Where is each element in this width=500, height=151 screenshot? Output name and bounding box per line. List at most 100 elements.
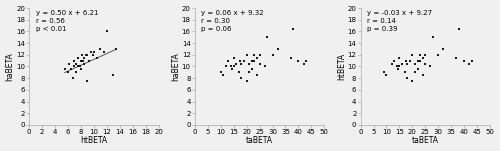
Point: [286, 56, 294, 59]
Point: [96, 48, 104, 50]
Y-axis label: haBETA: haBETA: [6, 52, 15, 81]
Point: [235, 71, 243, 74]
Point: [232, 62, 240, 65]
Point: [65, 62, 73, 65]
Point: [256, 62, 264, 65]
Point: [238, 77, 246, 79]
Point: [77, 59, 85, 62]
Point: [60, 68, 68, 71]
Text: y = 0.06 x + 9.32
r = 0.30
p = 0.06: y = 0.06 x + 9.32 r = 0.30 p = 0.06: [202, 10, 264, 32]
Point: [390, 59, 398, 62]
Point: [388, 62, 396, 65]
Point: [230, 56, 237, 59]
Point: [289, 27, 297, 30]
Point: [294, 59, 302, 62]
Point: [86, 51, 94, 53]
Text: y = -0.03 x + 9.27
r = 0.14
p = 0.39: y = -0.03 x + 9.27 r = 0.14 p = 0.39: [367, 10, 432, 32]
Point: [245, 71, 253, 74]
Point: [411, 62, 419, 65]
Point: [84, 54, 92, 56]
Point: [403, 62, 411, 65]
Point: [67, 68, 75, 71]
Point: [440, 48, 448, 50]
Point: [72, 71, 80, 74]
Point: [460, 59, 468, 62]
Point: [253, 74, 261, 76]
Point: [242, 80, 250, 82]
Point: [403, 77, 411, 79]
Point: [69, 77, 77, 79]
Point: [416, 54, 424, 56]
Point: [100, 51, 108, 53]
Point: [452, 56, 460, 59]
Point: [422, 62, 430, 65]
Point: [240, 59, 248, 62]
Point: [90, 51, 98, 53]
Point: [88, 54, 96, 56]
Point: [408, 80, 416, 82]
Point: [422, 54, 430, 56]
Y-axis label: htBETA: htBETA: [337, 53, 346, 80]
Point: [84, 80, 92, 82]
Point: [250, 54, 258, 56]
Point: [112, 48, 120, 50]
Point: [248, 68, 256, 71]
Point: [382, 74, 390, 76]
Point: [80, 56, 88, 59]
Point: [236, 59, 244, 62]
Point: [224, 59, 232, 62]
Point: [264, 36, 272, 39]
X-axis label: taBETA: taBETA: [412, 137, 439, 145]
Point: [78, 54, 86, 56]
Point: [414, 68, 422, 71]
Point: [93, 56, 101, 59]
Point: [274, 48, 281, 50]
Point: [434, 54, 442, 56]
Point: [406, 59, 414, 62]
Point: [260, 65, 268, 68]
Point: [466, 62, 473, 65]
Point: [79, 59, 87, 62]
Point: [220, 74, 228, 76]
Point: [222, 65, 230, 68]
Point: [84, 59, 92, 62]
Point: [302, 59, 310, 62]
X-axis label: htBETA: htBETA: [80, 137, 108, 145]
Point: [426, 65, 434, 68]
Point: [76, 65, 84, 68]
Point: [245, 62, 253, 65]
Point: [418, 74, 426, 76]
Point: [216, 71, 224, 74]
Text: y = 0.50 x + 6.21
r = 0.56
p < 0.01: y = 0.50 x + 6.21 r = 0.56 p < 0.01: [36, 10, 98, 32]
Point: [80, 62, 88, 65]
Point: [72, 62, 80, 65]
Point: [414, 59, 422, 62]
Point: [393, 65, 401, 68]
Point: [248, 59, 256, 62]
Point: [242, 54, 250, 56]
X-axis label: taBETA: taBETA: [246, 137, 273, 145]
Point: [408, 54, 416, 56]
Point: [380, 71, 388, 74]
Point: [411, 71, 419, 74]
Point: [416, 59, 424, 62]
Point: [268, 54, 276, 56]
Point: [230, 65, 237, 68]
Point: [300, 62, 308, 65]
Y-axis label: haBETA: haBETA: [172, 52, 180, 81]
Point: [109, 74, 117, 76]
Point: [402, 59, 410, 62]
Point: [396, 56, 404, 59]
Point: [227, 65, 235, 68]
Point: [77, 68, 85, 71]
Point: [74, 56, 82, 59]
Point: [250, 59, 258, 62]
Point: [400, 71, 408, 74]
Point: [64, 71, 72, 74]
Point: [253, 56, 261, 59]
Point: [228, 68, 236, 71]
Point: [398, 62, 406, 65]
Point: [238, 62, 246, 65]
Point: [429, 36, 437, 39]
Point: [74, 65, 82, 68]
